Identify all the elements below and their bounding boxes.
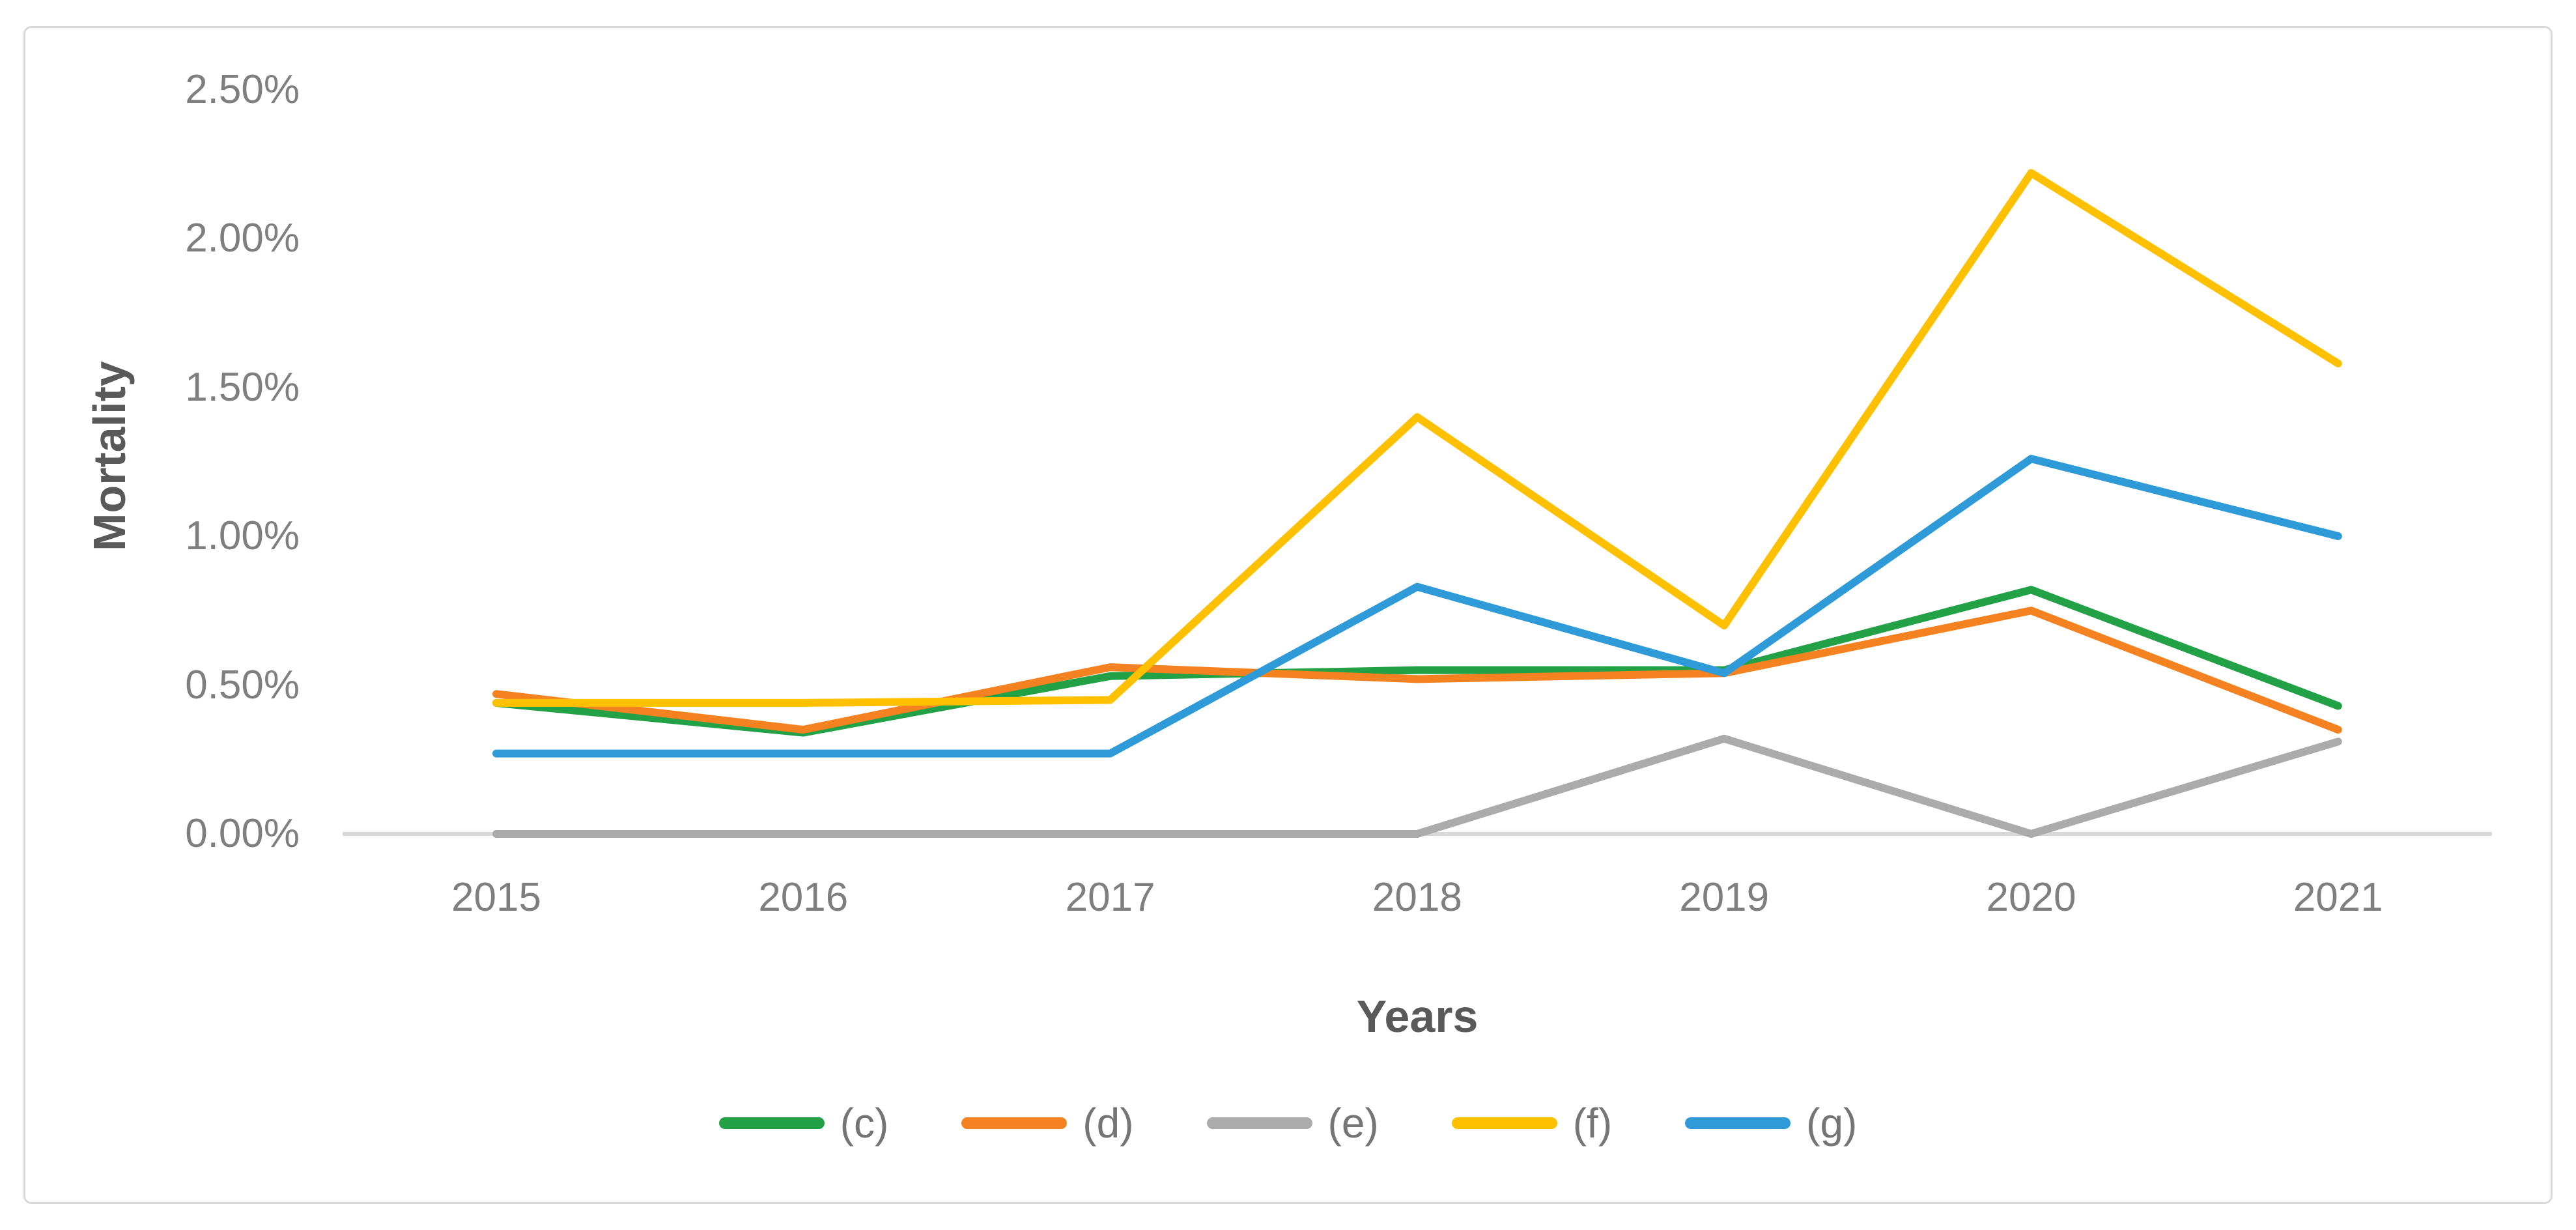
series-line-c bbox=[492, 586, 2342, 737]
legend-label: (f) bbox=[1572, 1100, 1613, 1147]
legend-label: (e) bbox=[1327, 1100, 1379, 1147]
legend-swatch-icon bbox=[1685, 1117, 1791, 1129]
legend-swatch-icon bbox=[961, 1117, 1068, 1129]
y-tick-label: 0.50% bbox=[185, 662, 300, 708]
legend-swatch-icon bbox=[1206, 1117, 1312, 1129]
x-tick-label: 2019 bbox=[1679, 875, 1770, 920]
series-line-f bbox=[492, 169, 2342, 707]
legend-item: (e) bbox=[1206, 1100, 1379, 1147]
legend-label: (g) bbox=[1806, 1100, 1858, 1147]
y-tick-label: 1.50% bbox=[185, 364, 300, 410]
x-tick-label: 2021 bbox=[2293, 875, 2383, 920]
y-tick-label: 2.00% bbox=[185, 216, 300, 261]
x-axis-title: Years bbox=[1356, 991, 1479, 1042]
y-tick-label: 0.00% bbox=[185, 811, 300, 856]
legend-item: (f) bbox=[1451, 1100, 1613, 1147]
x-tick-label: 2016 bbox=[758, 875, 849, 920]
legend-item: (d) bbox=[961, 1100, 1134, 1147]
legend: (c) (d) (e) (f) (g) bbox=[0, 1102, 2576, 1144]
legend-swatch-icon bbox=[1451, 1117, 1557, 1129]
legend-swatch-icon bbox=[718, 1117, 825, 1129]
legend-item: (g) bbox=[1685, 1102, 1857, 1144]
series-line-d bbox=[492, 607, 2342, 734]
x-tick-label: 2015 bbox=[451, 875, 541, 920]
series-line-e bbox=[492, 734, 2342, 838]
y-tick-label: 1.00% bbox=[185, 513, 300, 558]
x-tick-label: 2017 bbox=[1065, 875, 1155, 920]
x-tick-label: 2018 bbox=[1372, 875, 1462, 920]
y-axis-title: Mortality bbox=[84, 361, 135, 551]
legend-item: (c) bbox=[718, 1100, 889, 1147]
series-line-g bbox=[492, 455, 2342, 758]
x-tick-label: 2020 bbox=[1986, 875, 2076, 920]
legend-label: (d) bbox=[1083, 1100, 1134, 1147]
legend-label: (c) bbox=[840, 1100, 889, 1147]
y-tick-label: 2.50% bbox=[185, 66, 300, 112]
